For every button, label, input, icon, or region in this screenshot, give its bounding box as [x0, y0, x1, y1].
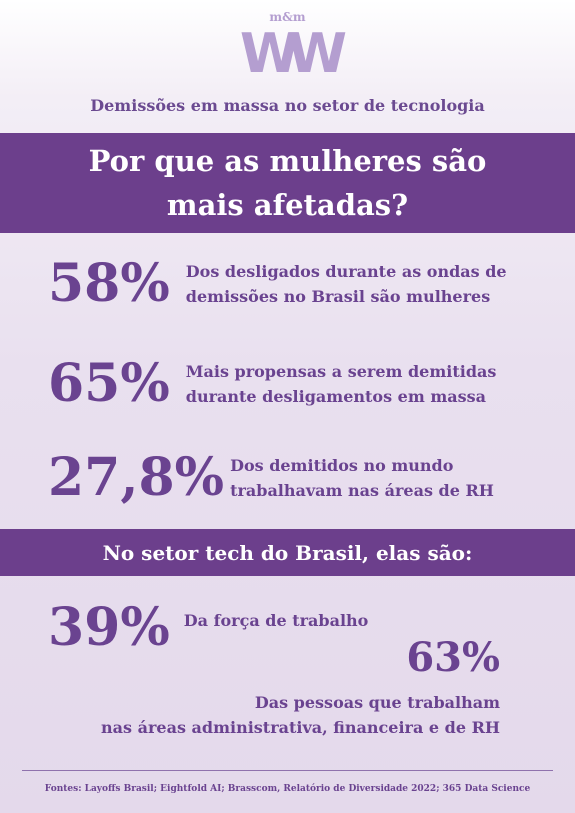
tech-stat-desc-2-line-1: Das pessoas que trabalham	[254, 693, 500, 712]
headline-band: Por que as mulheres são mais afetadas?	[0, 133, 575, 233]
stat-value-1: 58%	[48, 253, 170, 314]
stat-block-2: 65% Mais propensas a serem demitidas dur…	[48, 358, 496, 410]
tech-stat-desc-2: Das pessoas que trabalham nas áreas admi…	[101, 690, 500, 740]
stat-desc-2: Mais propensas a serem demitidas durante…	[186, 359, 497, 409]
stat-block-3: 27,8% Dos demitidos no mundo trabalhavam…	[48, 452, 494, 504]
stat-block-1: 58% Dos desligados durante as ondas de d…	[48, 258, 507, 310]
tech-stat-value-1: 39%	[48, 597, 170, 658]
stat-desc-3: Dos demitidos no mundo trabalhavam nas á…	[230, 453, 494, 503]
stat-desc-3-line-2: trabalhavam nas áreas de RH	[230, 481, 494, 500]
sources-footnote: Fontes: Layoffs Brasil; Eightfold AI; Br…	[44, 784, 531, 794]
brand-logo: WW	[239, 22, 347, 85]
tech-stat-desc-1: Da força de trabalho	[183, 611, 369, 630]
stat-desc-2-line-1: Mais propensas a serem demitidas	[185, 362, 497, 381]
stat-desc-2-line-2: durante desligamentos em massa	[185, 387, 486, 406]
subheading-band: No setor tech do Brasil, elas são:	[0, 529, 575, 576]
tech-stat-desc-2-line-2: nas áreas administrativa, financeira e d…	[101, 718, 500, 737]
headline-line-2: mais afetadas?	[166, 188, 409, 222]
divider	[22, 770, 553, 771]
headline-line-1: Por que as mulheres são	[88, 144, 487, 178]
stat-value-3: 27,8%	[48, 447, 225, 508]
tech-stat-block-1: 39% Da força de trabalho	[48, 602, 368, 654]
kicker-title: Demissões em massa no setor de tecnologi…	[90, 96, 485, 115]
tech-stat-value-2: 63%	[406, 634, 500, 681]
stat-desc-3-line-1: Dos demitidos no mundo	[230, 456, 454, 475]
stat-desc-1-line-2: demissões no Brasil são mulheres	[185, 287, 491, 306]
stat-value-2: 65%	[48, 353, 170, 414]
stat-desc-1: Dos desligados durante as ondas de demis…	[186, 259, 507, 309]
stat-desc-1-line-1: Dos desligados durante as ondas de	[185, 262, 507, 281]
brand-small-logo: m&m	[269, 10, 306, 24]
